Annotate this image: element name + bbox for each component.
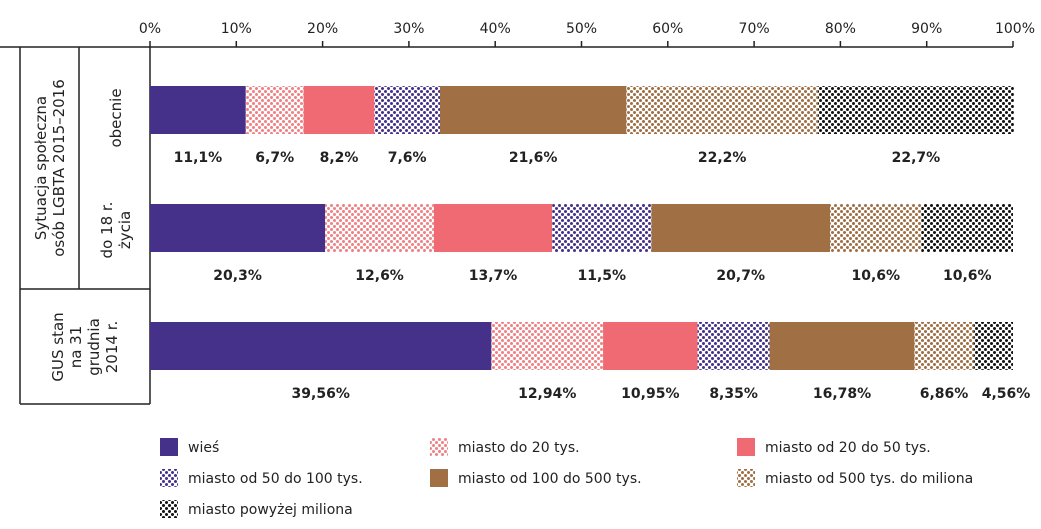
data-label: 11,5% <box>577 268 626 284</box>
bar-segment <box>491 322 604 370</box>
data-label: 21,6% <box>509 150 558 166</box>
data-label: 4,56% <box>982 386 1031 402</box>
data-label: 16,78% <box>813 386 871 402</box>
data-label: 12,6% <box>355 268 404 284</box>
bar-segment <box>817 86 1014 134</box>
x-tick-label: 20% <box>307 21 338 37</box>
category-label-do-18: życia <box>116 211 134 249</box>
bar-segment <box>552 204 652 252</box>
bar-segment <box>150 86 246 134</box>
x-tick-label: 40% <box>480 21 511 37</box>
bar-segment <box>150 322 492 370</box>
legend-label: miasto od 500 tys. do miliona <box>765 471 973 487</box>
bar-segment <box>433 204 553 252</box>
data-label: 10,95% <box>621 386 679 402</box>
legend-label: wieś <box>188 440 219 456</box>
x-tick-label: 100% <box>995 21 1035 37</box>
bar-segment <box>914 322 974 370</box>
bar-segment <box>150 204 326 252</box>
bar-segment <box>651 204 831 252</box>
data-labels: 11,1% 6,7% 8,2% 7,6% 21,6% 22,2% 22,7% 20,3% 12,… <box>174 150 1031 402</box>
group-label-gus: na 31 <box>67 326 85 369</box>
legend-label: miasto powyżej miliona <box>188 502 353 518</box>
bar-segment <box>626 86 818 134</box>
x-tick-label: 80% <box>825 21 856 37</box>
category-frame: Sytuacja społeczna osób LGBTA 2015–2016 GU… <box>19 47 151 405</box>
x-tick-label: 10% <box>221 21 252 37</box>
group-label-gus: grudnia <box>85 318 103 376</box>
legend: wieś miasto do 20 tys. miasto od 20 do 50 … <box>160 438 973 518</box>
x-tick-label: 0% <box>139 21 161 37</box>
bar-segment <box>921 204 1013 252</box>
legend-swatch <box>737 469 755 487</box>
data-label: 6,7% <box>255 150 294 166</box>
group-label-gus: 2014 r. <box>103 321 121 374</box>
data-label: 11,1% <box>174 150 223 166</box>
data-label: 10,6% <box>943 268 992 284</box>
data-label: 8,2% <box>320 150 359 166</box>
x-tick-label: 60% <box>652 21 683 37</box>
bar-segment <box>303 86 375 134</box>
bar-segment <box>439 86 627 134</box>
legend-swatch <box>737 438 755 456</box>
legend-label: miasto do 20 tys. <box>458 440 580 456</box>
data-label: 7,6% <box>388 150 427 166</box>
bar-segment <box>769 322 915 370</box>
data-label: 39,56% <box>292 386 350 402</box>
data-label: 22,2% <box>698 150 747 166</box>
data-label: 12,94% <box>518 386 576 402</box>
data-label: 6,86% <box>920 386 969 402</box>
data-label: 20,3% <box>213 268 262 284</box>
data-label: 20,7% <box>716 268 765 284</box>
x-tick-label: 90% <box>911 21 942 37</box>
legend-label: miasto od 20 do 50 tys. <box>765 440 931 456</box>
bars <box>150 86 1014 370</box>
x-tick-label: 70% <box>739 21 770 37</box>
bar-segment <box>325 204 434 252</box>
data-label: 13,7% <box>469 268 518 284</box>
group-label-lgbta: osób LGBTA 2015–2016 <box>50 79 68 257</box>
bar-segment <box>603 322 698 370</box>
data-label: 10,6% <box>851 268 900 284</box>
legend-label: miasto od 50 do 100 tys. <box>188 471 363 487</box>
bar-segment <box>697 322 770 370</box>
x-axis: 0% 10% 20% 30% 40% 50% 60% 70% 80% 90% 100% <box>0 21 1035 48</box>
legend-label: miasto od 100 do 500 tys. <box>458 471 642 487</box>
group-label-gus: GUS stan <box>49 312 67 381</box>
group-label-lgbta: Sytuacja społeczna <box>32 96 50 240</box>
category-label-obecnie: obecnie <box>107 88 125 147</box>
legend-swatch <box>430 469 448 487</box>
legend-swatch <box>160 500 178 518</box>
data-label: 22,7% <box>892 150 941 166</box>
legend-swatch <box>430 438 448 456</box>
data-label: 8,35% <box>709 386 758 402</box>
legend-swatch <box>160 469 178 487</box>
category-label-do-18: do 18 r. <box>98 202 116 259</box>
bar-segment <box>245 86 304 134</box>
legend-swatch <box>160 438 178 456</box>
bar-segment <box>973 322 1013 370</box>
bar-segment <box>830 204 922 252</box>
x-tick-label: 30% <box>393 21 424 37</box>
x-tick-label: 50% <box>566 21 597 37</box>
bar-segment <box>374 86 440 134</box>
